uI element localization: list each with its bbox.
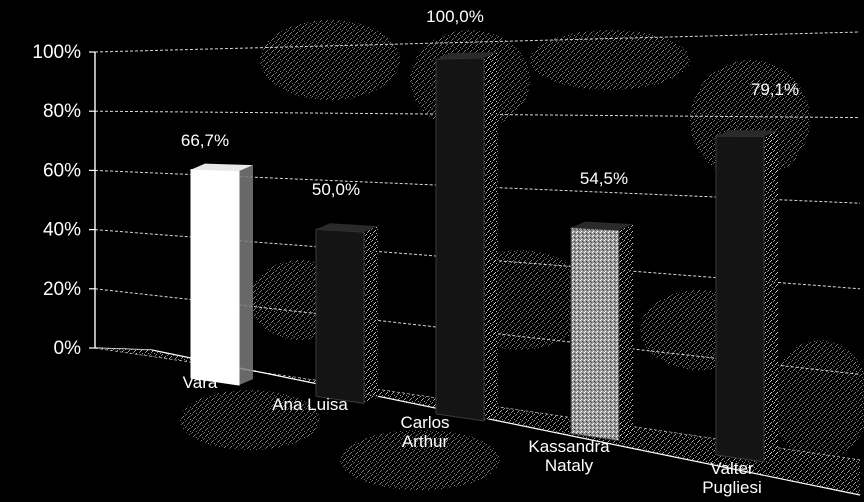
bar-side	[239, 165, 253, 386]
bar-3	[435, 51, 498, 422]
y-tick-label: 100%	[32, 42, 81, 63]
y-axis-tick-labels: 0% 20% 40% 60% 80% 100%	[32, 42, 81, 359]
bar-top	[571, 221, 633, 231]
bar-2	[315, 223, 378, 404]
category-label: Valter Pugliesi	[702, 459, 762, 497]
category-label: Kassandra Nataly	[528, 437, 610, 475]
bar-front	[435, 57, 485, 422]
bar-top	[191, 163, 253, 172]
bar-side	[364, 226, 378, 404]
category-label: Vara	[183, 373, 218, 392]
bar-top	[716, 130, 778, 137]
gridline	[94, 31, 861, 53]
axis-lines	[94, 52, 861, 496]
y-tick-label: 80%	[43, 101, 81, 122]
category-label: Carlos Arthur	[400, 413, 449, 451]
bar-side	[764, 130, 778, 462]
bar-side	[619, 224, 633, 441]
bar-group	[190, 51, 778, 463]
bar-5	[715, 130, 778, 463]
bar-front	[315, 228, 365, 404]
y-tick-label: 60%	[43, 160, 81, 181]
x-axis-line	[151, 349, 861, 496]
data-labels: 66,7% 50,0% 100,0% 54,5% 79,1%	[181, 7, 799, 199]
bar-top	[316, 223, 378, 233]
data-label: 50,0%	[312, 180, 360, 199]
data-label: 54,5%	[580, 169, 628, 188]
x-axis-category-labels: Vara Ana Luisa Carlos Arthur Kassandra Nataly…	[183, 373, 762, 497]
bar-front	[190, 169, 240, 386]
category-label: Ana Luisa	[272, 395, 348, 414]
bar-front	[715, 135, 765, 463]
data-label: 66,7%	[181, 131, 229, 150]
bar-1	[190, 163, 253, 386]
bar-front	[570, 227, 620, 442]
data-label: 79,1%	[751, 80, 799, 99]
y-tick-label: 0%	[54, 338, 82, 359]
y-tick-label: 20%	[43, 279, 81, 300]
y-tick-label: 40%	[43, 220, 81, 241]
bar-top	[436, 51, 498, 60]
bar-side	[484, 51, 498, 421]
bar-4	[570, 221, 633, 442]
data-label: 100,0%	[426, 7, 484, 26]
